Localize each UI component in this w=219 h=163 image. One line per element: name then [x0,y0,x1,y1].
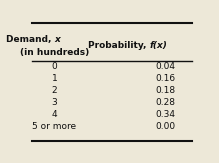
Text: 2: 2 [52,86,57,95]
Text: 0: 0 [52,62,57,71]
Text: 1: 1 [52,74,57,83]
Text: 0.16: 0.16 [155,74,175,83]
Text: 4: 4 [52,110,57,119]
Text: 0.00: 0.00 [155,122,175,131]
Text: Probability,: Probability, [88,41,150,50]
Text: f(x): f(x) [150,41,168,50]
Text: 3: 3 [52,98,57,107]
Text: 0.18: 0.18 [155,86,175,95]
Text: 0.34: 0.34 [155,110,175,119]
Text: x: x [55,35,60,44]
Text: (in hundreds): (in hundreds) [20,48,89,57]
Text: 0.28: 0.28 [155,98,175,107]
Text: Demand,: Demand, [6,35,55,44]
Text: 5 or more: 5 or more [32,122,77,131]
Text: 0.04: 0.04 [155,62,175,71]
